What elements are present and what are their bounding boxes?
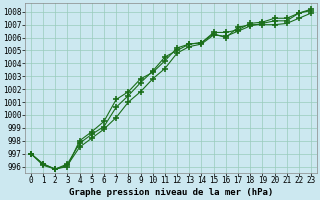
X-axis label: Graphe pression niveau de la mer (hPa): Graphe pression niveau de la mer (hPa) [69, 188, 273, 197]
